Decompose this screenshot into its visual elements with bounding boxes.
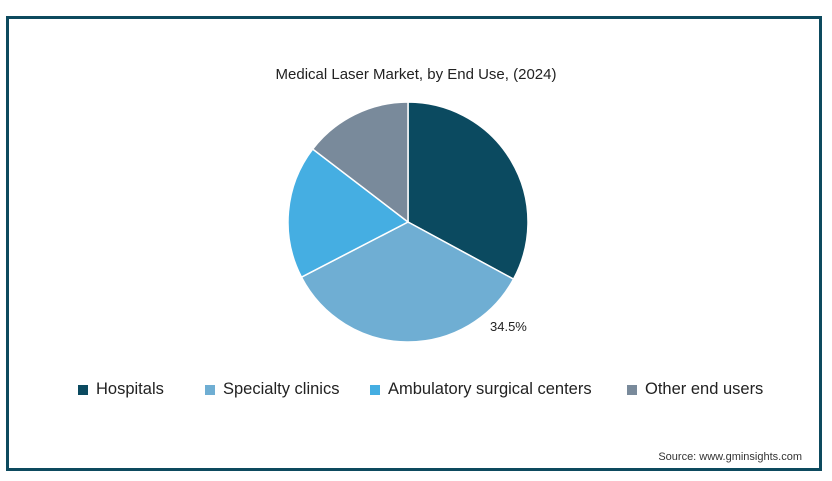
legend-label: Ambulatory surgical centers <box>388 380 592 398</box>
legend-label: Specialty clinics <box>223 380 340 398</box>
pie-slice-other-end-users <box>311 101 409 224</box>
legend-swatch <box>78 384 88 395</box>
legend-item: Hospitals <box>78 380 164 399</box>
source-text: Source: www.gminsights.com <box>658 451 802 463</box>
data-label: 34.5% <box>490 319 527 334</box>
pie-slice-specialty-clinics <box>300 221 515 343</box>
pie-slice-ambulatory-surgical-centers <box>287 147 410 279</box>
legend-swatch <box>205 384 215 395</box>
legend-item: Ambulatory surgical centers <box>370 380 592 399</box>
legend-label: Other end users <box>645 380 764 398</box>
chart-title: Medical Laser Market, by End Use, (2024) <box>275 66 557 83</box>
legend-swatch <box>627 384 637 395</box>
legend-item: Specialty clinics <box>205 380 339 399</box>
legend-swatch <box>370 384 380 395</box>
legend-item: Other end users <box>627 380 763 399</box>
pie-slice-hospitals <box>407 101 529 281</box>
legend-label: Hospitals <box>96 380 164 398</box>
legend: Hospitals Specialty clinics Ambulatory sur… <box>0 380 832 400</box>
